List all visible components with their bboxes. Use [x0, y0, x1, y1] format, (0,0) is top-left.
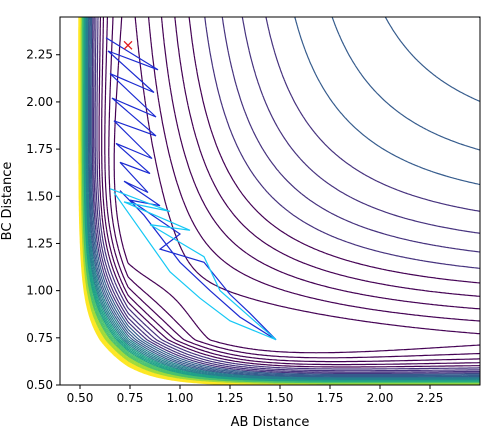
y-tick-label: 1.75: [26, 142, 53, 156]
contour-level: [86, 17, 480, 379]
x-tick-label: 1.00: [167, 391, 194, 405]
contour-level: [90, 17, 480, 376]
trajectory-1: [105, 37, 277, 341]
contour-level: [94, 17, 480, 372]
x-axis-label: AB Distance: [231, 415, 310, 430]
contour-level: [88, 17, 480, 378]
y-axis-label: BC Distance: [0, 162, 15, 241]
contour-level: [87, 17, 480, 378]
x-tick-label: 2.00: [367, 391, 394, 405]
contour-level: [104, 17, 480, 363]
x-tick-label: 2.25: [417, 391, 444, 405]
y-tick-label: 1.00: [26, 284, 53, 298]
x-tick-label: 1.75: [317, 391, 344, 405]
y-axis-ticks: 0.50 0.75 1.00 1.25 1.50 1.75 2.00 2.25: [26, 48, 60, 392]
contour-level: [108, 17, 480, 359]
x-tick-label: 1.50: [267, 391, 294, 405]
contour-level: [113, 17, 480, 354]
y-tick-label: 1.50: [26, 189, 53, 203]
y-tick-label: 0.75: [26, 331, 53, 345]
contour-level: [91, 17, 480, 374]
y-tick-label: 1.25: [26, 236, 53, 250]
contour-level: [98, 17, 480, 368]
contour-level: [101, 17, 480, 366]
y-tick-label: 2.00: [26, 95, 53, 109]
x-tick-label: 0.50: [67, 391, 94, 405]
contour-level: [96, 17, 480, 370]
x-tick-label: 1.25: [217, 391, 244, 405]
start-marker-layer: [123, 40, 133, 50]
contour-level: [93, 17, 480, 373]
trajectory-lines: [105, 37, 277, 341]
plot-frame: [59, 16, 481, 386]
contour-level: [89, 17, 480, 377]
y-tick-label: 0.50: [26, 378, 53, 392]
x-tick-label: 0.75: [117, 391, 144, 405]
start-marker: [123, 40, 133, 50]
y-tick-label: 2.25: [26, 48, 53, 62]
contour-level: [78, 17, 241, 385]
contour-lines: [78, 17, 480, 385]
trajectory-2: [109, 188, 277, 341]
x-axis-ticks: 0.50 0.75 1.00 1.25 1.50 1.75 2.00 2.25: [67, 385, 444, 405]
